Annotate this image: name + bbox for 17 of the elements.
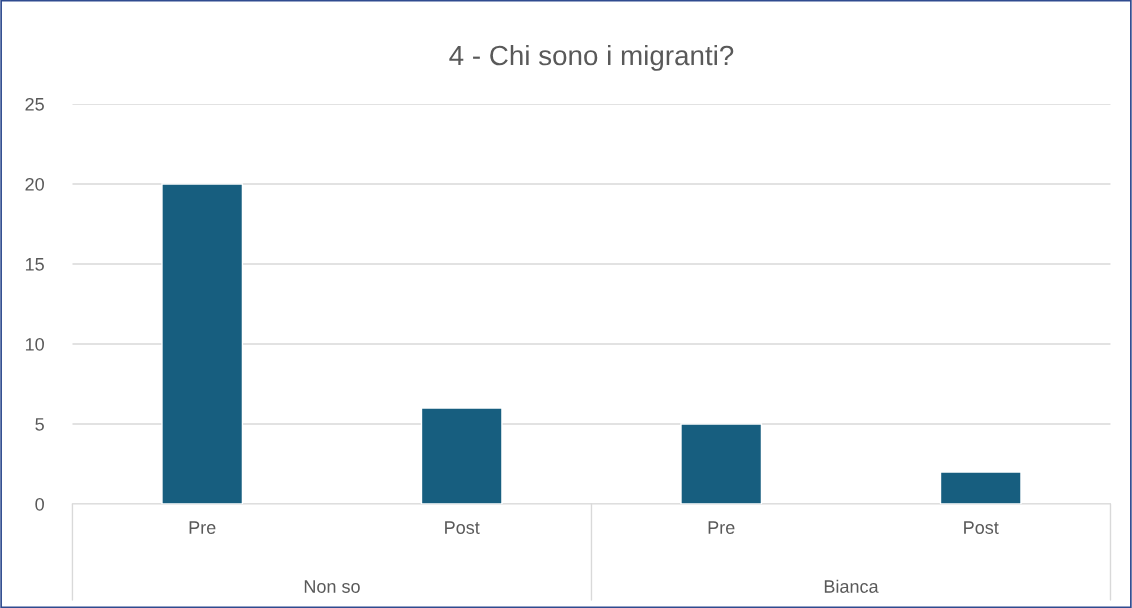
bar [680, 423, 763, 505]
text: Bianca [824, 579, 879, 593]
x-tick-label: Pre [189, 521, 216, 534]
x-tick-label: Post [445, 521, 480, 534]
y-tick-label: 20 [25, 177, 44, 191]
y-tick-label: 10 [25, 337, 44, 351]
y-tick-label: 5 [35, 418, 44, 431]
bar [420, 407, 503, 505]
text: Non so [304, 580, 360, 593]
bar [161, 183, 244, 505]
y-tick-label: 25 [25, 97, 44, 111]
y-tick-label: 15 [25, 258, 44, 271]
chart-title: 4 - Chi sono i migranti? [449, 44, 734, 71]
x-tick-label: Post [964, 521, 999, 534]
y-tick-label: 0 [35, 497, 44, 511]
bar [939, 471, 1022, 505]
x-tick-label: Pre [708, 521, 735, 534]
